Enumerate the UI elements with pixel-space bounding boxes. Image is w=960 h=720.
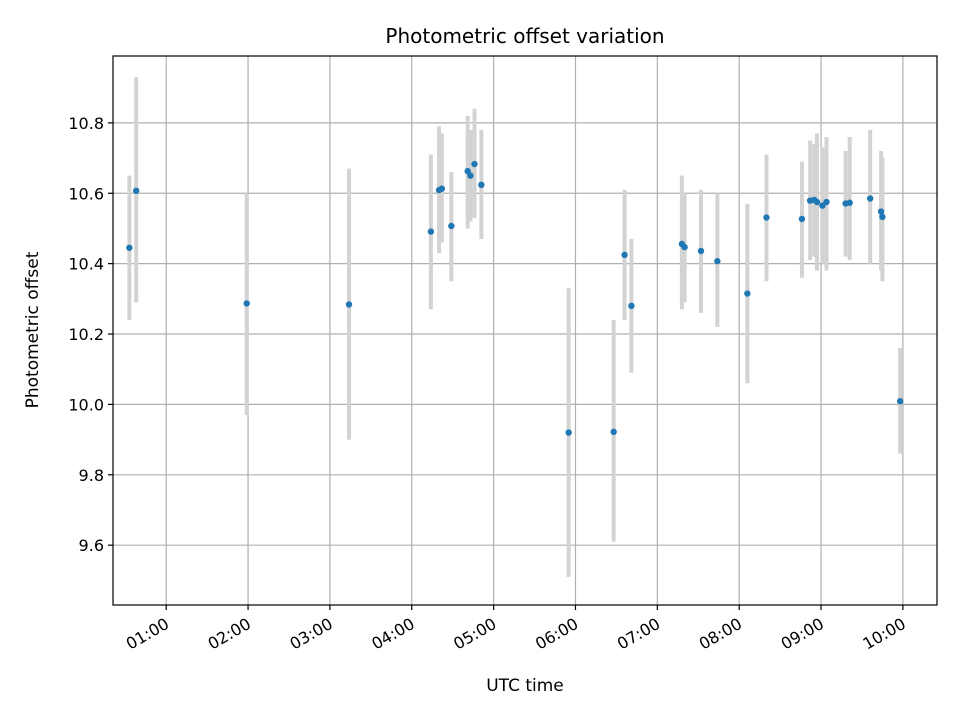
data-point <box>813 198 821 206</box>
y-tick-label: 10.6 <box>68 184 104 203</box>
y-axis-ticks: 9.6 9.8 10.0 10.2 10.4 10.6 10.8 <box>68 114 113 555</box>
grid <box>113 56 937 605</box>
data-point <box>866 195 874 202</box>
data-point <box>243 300 250 307</box>
data-point <box>744 290 751 297</box>
data-point <box>763 214 770 221</box>
data-point <box>467 172 474 179</box>
data-point <box>823 198 830 206</box>
data-point <box>471 160 478 168</box>
y-tick-label: 10.4 <box>68 255 104 274</box>
y-tick-label: 10.8 <box>68 114 104 133</box>
data-point <box>345 301 353 308</box>
data-point <box>697 247 705 255</box>
y-tick-label: 10.0 <box>68 395 104 414</box>
data-point <box>427 228 435 235</box>
data-point <box>681 243 688 251</box>
data-point <box>846 199 853 206</box>
y-tick-label: 10.2 <box>68 325 104 344</box>
data-point <box>798 215 806 223</box>
data-point <box>896 398 904 405</box>
data-point <box>565 429 572 436</box>
data-point <box>714 257 721 265</box>
y-tick-label: 9.8 <box>79 466 104 485</box>
data-point <box>438 185 445 192</box>
x-axis-label: UTC time <box>486 676 564 696</box>
data-point <box>877 208 885 215</box>
y-tick-label: 9.6 <box>79 536 104 555</box>
data-point <box>628 302 635 310</box>
data-point <box>610 428 617 436</box>
data-point <box>132 187 140 194</box>
data-points <box>126 160 904 436</box>
y-axis-label: Photometric offset <box>23 251 43 408</box>
data-point <box>448 222 455 230</box>
data-point <box>879 213 886 221</box>
data-point <box>126 244 133 251</box>
chart-title: Photometric offset variation <box>385 24 664 48</box>
plot-frame <box>112 55 938 606</box>
data-point <box>621 251 628 259</box>
data-point <box>478 181 485 189</box>
